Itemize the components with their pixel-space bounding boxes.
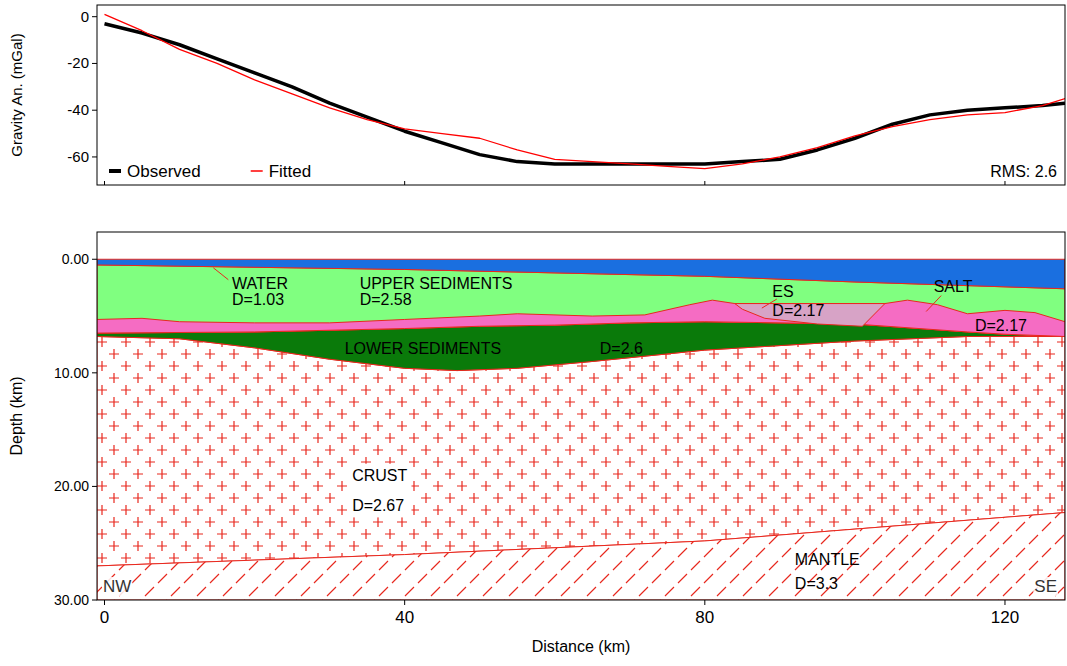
y-axis-title: Gravity An. (mGal) bbox=[8, 33, 25, 156]
legend-swatch bbox=[251, 170, 263, 172]
legend-label: Observed bbox=[127, 162, 201, 181]
y-tick-label: 20.00 bbox=[54, 478, 89, 494]
leader-line bbox=[926, 296, 941, 312]
legend-swatch bbox=[109, 169, 121, 173]
y-axis-title: Depth (km) bbox=[8, 376, 25, 455]
label-group: WATERD=1.03 bbox=[232, 275, 288, 308]
y-tick bbox=[92, 110, 97, 111]
body-name: MANTLE bbox=[795, 551, 860, 568]
body-name: UPPER SEDIMENTS bbox=[360, 275, 513, 292]
y-tick bbox=[92, 63, 97, 64]
body-density: D=2.58 bbox=[360, 291, 412, 308]
y-tick bbox=[92, 486, 97, 487]
leader-line bbox=[213, 268, 228, 280]
x-tick bbox=[704, 600, 705, 605]
direction-label: SE bbox=[1034, 577, 1057, 596]
body-labels: CRUST D=2.67 MANTLE D=3.3 LOWER SEDIMENTS D=2… bbox=[213, 268, 1027, 592]
label-group: ES D=2.17 bbox=[772, 283, 824, 319]
x-tick bbox=[1004, 600, 1005, 605]
figure: -60 -40 -20 0 Gravity An. (mGal) Observed Fitt… bbox=[0, 0, 1067, 666]
body-polygon bbox=[97, 513, 1065, 600]
y-tick-label: 10.00 bbox=[54, 365, 89, 381]
legend-label: Fitted bbox=[269, 162, 312, 181]
y-tick bbox=[92, 600, 97, 601]
body-density: D=2.67 bbox=[352, 497, 404, 514]
frame bbox=[97, 232, 1065, 600]
body-density: D=3.3 bbox=[795, 575, 838, 592]
y-tick-label: 0.00 bbox=[62, 251, 89, 267]
label-group: UPPER SEDIMENTSD=2.58 bbox=[360, 275, 513, 308]
body-density: D=2.17 bbox=[772, 302, 824, 319]
label-patch bbox=[1033, 577, 1058, 596]
x-tick-label: 120 bbox=[991, 608, 1019, 627]
x-tick-label: 0 bbox=[100, 608, 109, 627]
x-tick-label: 80 bbox=[695, 608, 714, 627]
label-group: LOWER SEDIMENTS D=2.6 bbox=[345, 340, 643, 357]
plot-area bbox=[105, 14, 1066, 168]
x-tick bbox=[404, 181, 405, 185]
frame bbox=[97, 5, 1065, 185]
y-tick-label: -60 bbox=[67, 148, 89, 165]
body-density: D=1.03 bbox=[232, 291, 284, 308]
legend: Observed Fitted bbox=[109, 162, 311, 181]
x-tick-label: 40 bbox=[395, 608, 414, 627]
series-line bbox=[105, 14, 1066, 168]
y-tick-label: 0 bbox=[81, 8, 89, 25]
x-tick bbox=[104, 600, 105, 605]
annotation: RMS: 2.6 bbox=[990, 163, 1057, 180]
body-density: D=2.6 bbox=[600, 340, 643, 357]
label-patch bbox=[102, 577, 132, 596]
label-patch bbox=[348, 464, 411, 518]
body-name: ES bbox=[772, 283, 793, 300]
x-tick bbox=[1004, 181, 1005, 185]
section-area bbox=[97, 259, 1065, 600]
label-group: MANTLE D=3.3 bbox=[795, 551, 860, 592]
body-density: D=2.17 bbox=[975, 317, 1027, 334]
label-group: CRUST D=2.67 bbox=[348, 464, 411, 518]
y-tick bbox=[92, 156, 97, 157]
direction-label: NW bbox=[103, 577, 131, 596]
label-group: SALT D=2.17 bbox=[934, 278, 1027, 334]
x-tick bbox=[704, 181, 705, 185]
body-name: CRUST bbox=[352, 467, 407, 484]
x-axis-title: Distance (km) bbox=[532, 638, 631, 655]
y-tick-label: -20 bbox=[67, 54, 89, 71]
y-tick bbox=[92, 259, 97, 260]
y-tick bbox=[92, 16, 97, 17]
y-tick-label: 30.00 bbox=[54, 592, 89, 608]
body-name: WATER bbox=[232, 275, 288, 292]
x-tick bbox=[404, 600, 405, 605]
body-name: SALT bbox=[934, 278, 973, 295]
x-tick bbox=[104, 181, 105, 185]
y-tick-label: -40 bbox=[67, 101, 89, 118]
body-name: LOWER SEDIMENTS bbox=[345, 340, 501, 357]
series-line bbox=[105, 24, 1066, 164]
y-tick bbox=[92, 372, 97, 373]
